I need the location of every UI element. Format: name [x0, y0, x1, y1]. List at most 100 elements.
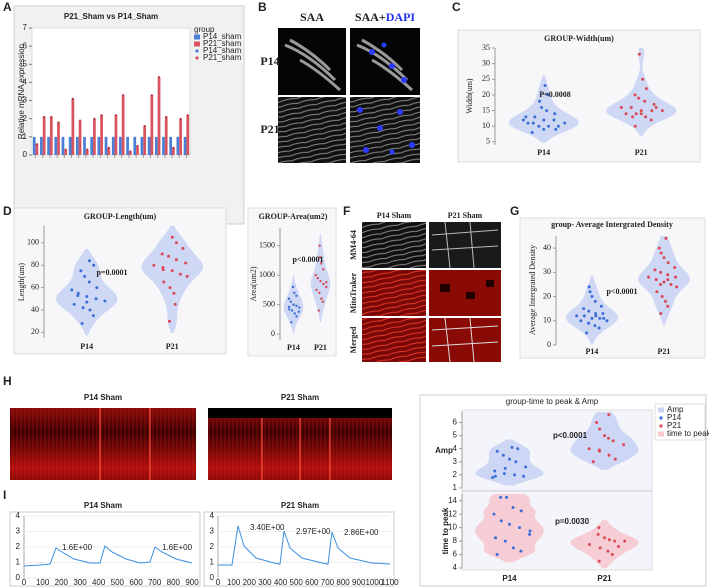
data-point: [662, 280, 666, 284]
data-point: [590, 316, 594, 320]
y-tick-label: 12: [448, 509, 457, 518]
data-point: [160, 252, 164, 256]
data-point: [664, 236, 668, 240]
x-tick-label: 600: [129, 578, 143, 587]
data-point: [582, 314, 586, 318]
data-point: [526, 121, 530, 125]
data-point: [657, 246, 661, 250]
legend-title: group: [194, 25, 215, 34]
column-header: SAA+DAPI: [355, 10, 416, 24]
x-tick-label: 300: [73, 578, 87, 587]
p-value: P=0.0008: [539, 90, 570, 99]
panel-h-images: [10, 408, 392, 480]
violin: [508, 75, 579, 143]
data-point: [88, 308, 92, 312]
y-tick-label: 15: [482, 105, 490, 114]
data-point: [293, 312, 296, 315]
bar: [169, 136, 173, 155]
y-tick-label: 2: [210, 542, 215, 551]
y-tick-label: 4: [16, 511, 21, 520]
data-point: [607, 413, 611, 417]
data-point: [170, 235, 174, 239]
column-header: P14 Sham: [377, 211, 412, 220]
data-point: [593, 324, 597, 328]
p-value: p=0.0001: [96, 268, 127, 277]
y-tick-label: 100: [27, 238, 39, 247]
x-tick-label: P21: [658, 347, 671, 356]
data-point: [511, 546, 515, 550]
legend-label: P21_sham: [203, 39, 242, 48]
data-point: [587, 447, 591, 451]
x-tick-label: P21: [635, 148, 648, 157]
y-tick-label: 5: [23, 59, 28, 68]
y-tick-label: 0: [16, 573, 21, 582]
x-tick-label: 400: [274, 578, 288, 587]
data-point: [542, 118, 546, 122]
bar: [97, 136, 101, 155]
data-point: [674, 275, 678, 279]
micrograph: [350, 97, 420, 163]
data-point: [321, 300, 325, 303]
data-point: [288, 308, 291, 311]
y-axis-label: time to peak: [441, 507, 450, 554]
chart-title: GROUP-Width(um): [544, 34, 614, 43]
data-point: [495, 553, 499, 557]
data-point: [598, 427, 602, 431]
x-tick-label: 600: [305, 578, 319, 587]
peak-label: 2.86E+00: [344, 528, 379, 537]
chart-title: GROUP-Length(um): [84, 212, 157, 221]
data-point: [528, 532, 532, 536]
y-tick-label: 35: [482, 43, 490, 52]
legend-swatch: [194, 41, 200, 47]
data-point: [613, 539, 617, 543]
y-tick-label: 3: [23, 96, 28, 105]
y-tick-label: 2: [16, 542, 21, 551]
transients: [99, 408, 331, 480]
bar: [78, 120, 82, 155]
data-point: [662, 256, 666, 260]
y-tick-label: 60: [31, 282, 39, 291]
micrograph: [278, 97, 346, 163]
bar: [90, 136, 94, 155]
y-tick-label: 20: [543, 291, 551, 300]
data-point: [644, 115, 648, 119]
data-point: [94, 297, 98, 301]
y-axis-label: Area(um2): [249, 266, 258, 301]
data-point: [495, 449, 499, 453]
data-point: [511, 505, 515, 509]
row-label: P21: [260, 122, 279, 136]
data-point: [587, 285, 591, 289]
data-point: [81, 306, 85, 310]
bar: [140, 136, 144, 155]
data-point: [533, 115, 537, 119]
bar: [75, 136, 79, 155]
violin: [310, 233, 331, 323]
data-point: [666, 273, 670, 277]
data-point: [76, 291, 80, 295]
bar-point: [150, 94, 153, 97]
data-point: [666, 304, 670, 308]
data-point: [587, 321, 591, 325]
data-point: [660, 295, 664, 299]
panel-letter: G: [510, 204, 519, 218]
nuclei: [357, 107, 415, 155]
bar: [61, 136, 65, 155]
data-point: [597, 559, 601, 563]
legend-label: P14_sham: [203, 46, 242, 55]
data-point: [161, 268, 165, 272]
y-tick-label: 2: [453, 470, 458, 479]
data-point: [292, 303, 295, 306]
data-point: [602, 316, 606, 320]
y-tick-label: 2: [23, 114, 28, 123]
legend-swatch: [658, 407, 664, 413]
data-point: [597, 326, 601, 330]
bar: [42, 116, 46, 155]
y-tick-label: 3: [453, 457, 458, 466]
data-point: [633, 93, 637, 97]
data-point: [554, 127, 558, 131]
y-tick-label: 80: [31, 260, 39, 269]
data-point: [598, 546, 602, 550]
data-point: [617, 544, 621, 548]
calcium-trace: [23, 545, 193, 567]
